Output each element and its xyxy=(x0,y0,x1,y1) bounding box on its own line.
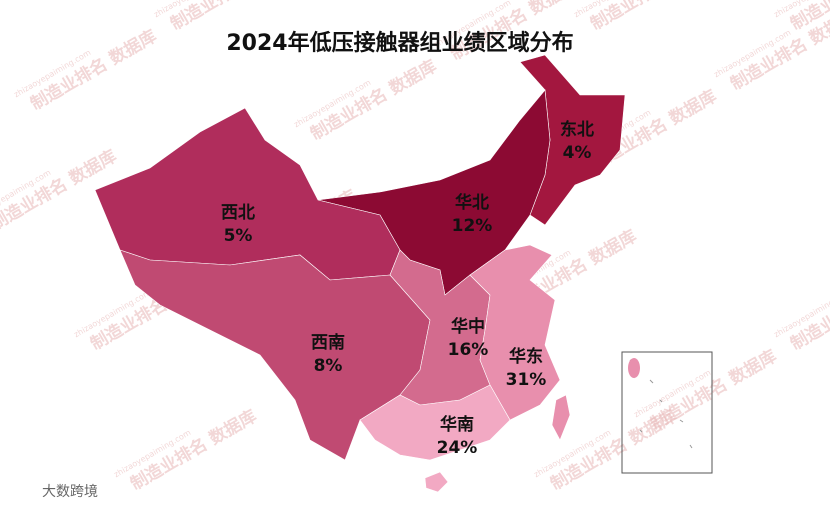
south-sea-inset xyxy=(621,351,713,474)
watermark-text: 制造业排名 数据库 xyxy=(307,55,440,144)
region-name: 华北 xyxy=(455,192,489,213)
region-name: 西南 xyxy=(311,332,345,353)
chart-title: 2024年低压接触器组业绩区域分布 xyxy=(226,30,573,56)
region-name: 华南 xyxy=(440,414,474,435)
value-label: 4% xyxy=(563,143,592,163)
watermark-text: 制造业排名 数据库 xyxy=(167,0,300,35)
value-label: 16% xyxy=(448,340,489,360)
region-name: 华东 xyxy=(509,346,543,367)
region xyxy=(424,471,449,493)
region-name: 西北 xyxy=(221,203,255,223)
value-label: 8% xyxy=(314,356,343,376)
labels: 东北 4% 华北 12% 西北 5% 西南 8% 华中 16% 华东 31% 华南 24% xyxy=(221,119,594,458)
region xyxy=(551,394,571,441)
region-name: 华中 xyxy=(451,316,485,337)
source-logo: 大数跨境 xyxy=(42,484,98,500)
value-label: 31% xyxy=(506,370,547,390)
map xyxy=(94,54,626,493)
region xyxy=(469,244,561,421)
watermark-text: 制造业排名 数据库 xyxy=(127,405,260,494)
region-name: 东北 xyxy=(560,119,594,140)
inset-coast xyxy=(628,358,640,378)
watermark-text: 制造业排名 数据库 xyxy=(27,25,160,114)
value-label: 24% xyxy=(437,438,478,458)
value-label: 5% xyxy=(224,226,253,246)
watermark-text: 制造业排名 数据库 xyxy=(587,0,720,35)
value-label: 12% xyxy=(452,216,493,236)
region xyxy=(359,384,511,461)
